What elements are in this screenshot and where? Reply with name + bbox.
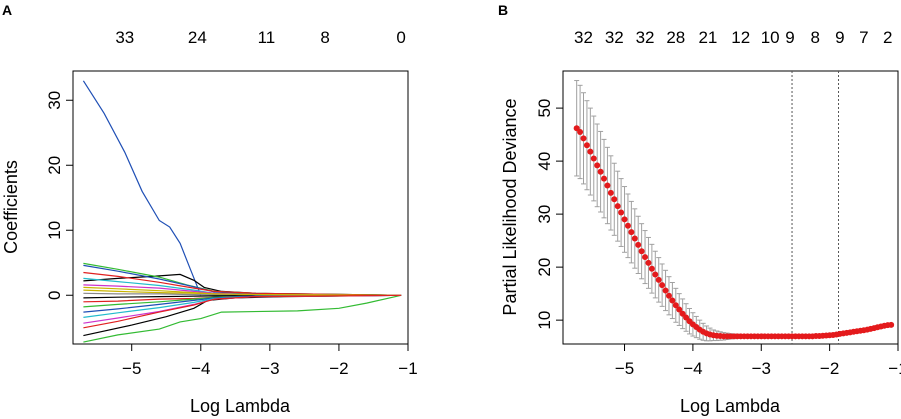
- b-top-tick-label: 8: [811, 28, 820, 47]
- deviance-point: [648, 265, 655, 272]
- series-line-blue: [82, 80, 202, 296]
- b-top-tick-label: 9: [785, 28, 794, 47]
- panel-b-reference-lines: [791, 71, 840, 344]
- b-x-tick-label: −1: [888, 359, 901, 378]
- series-line-green-top: [83, 262, 402, 296]
- series-line-red-3: [83, 294, 402, 329]
- b-top-tick-label: 32: [574, 28, 593, 47]
- panel-b-x-axis: −5 −4 −3 −2 −1: [615, 344, 901, 378]
- deviance-point: [676, 306, 683, 313]
- deviance-point: [594, 162, 601, 169]
- deviance-point: [577, 128, 584, 135]
- deviance-point: [655, 276, 662, 283]
- b-y-tick-label: 20: [535, 258, 554, 277]
- deviance-point: [669, 297, 676, 304]
- panel-b-plot-frame: [562, 70, 899, 345]
- panel-a-coefficients-plot: A −5 −4 −3 −2 −1 0 10 20 30 33 24 11 8 0 Log Lambda…: [1, 2, 418, 416]
- deviance-point: [583, 142, 590, 149]
- b-top-tick-label: 12: [731, 28, 750, 47]
- b-x-tick-label: −4: [683, 359, 702, 378]
- a-x-tick-label: −5: [122, 359, 141, 378]
- a-top-tick-label: 11: [258, 28, 276, 47]
- a-x-tick-label: −1: [398, 359, 417, 378]
- a-y-tick-label: 0: [45, 291, 64, 300]
- deviance-point: [888, 321, 895, 328]
- deviance-point: [607, 189, 614, 196]
- series-line-blue-3: [83, 294, 402, 313]
- panel-a-y-axis-title: Coefficients: [1, 160, 21, 254]
- panel-b-label: B: [498, 2, 508, 18]
- deviance-point: [614, 203, 621, 210]
- a-top-tick-label: 8: [320, 28, 329, 47]
- b-top-tick-label: 28: [666, 28, 685, 47]
- b-y-tick-label: 40: [535, 152, 554, 171]
- deviance-point: [621, 216, 628, 223]
- panel-a-x-axis-title: Log Lambda: [190, 396, 291, 416]
- b-top-tick-label: 7: [859, 28, 868, 47]
- b-x-tick-label: −2: [820, 359, 839, 378]
- panel-b-x-axis-title: Log Lambda: [680, 396, 781, 416]
- deviance-point: [590, 155, 597, 162]
- deviance-point: [597, 168, 604, 175]
- b-y-tick-label: 30: [535, 205, 554, 224]
- deviance-point: [580, 135, 587, 142]
- a-y-tick-label: 10: [45, 221, 64, 240]
- b-y-tick-label: 50: [535, 99, 554, 118]
- a-top-tick-label: 33: [115, 28, 134, 47]
- a-x-tick-label: −3: [260, 359, 279, 378]
- panel-a-label: A: [2, 2, 12, 18]
- series-line-green-neg: [83, 294, 402, 343]
- deviance-point: [618, 209, 625, 216]
- panel-a-plot-frame: [72, 70, 409, 345]
- deviance-point: [587, 148, 594, 155]
- a-x-tick-label: −4: [191, 359, 210, 378]
- b-top-tick-label: 21: [698, 28, 717, 47]
- deviance-point: [659, 282, 666, 289]
- deviance-point: [645, 259, 652, 266]
- panel-a-y-axis: 0 10 20 30: [45, 91, 73, 300]
- deviance-point: [642, 254, 649, 261]
- b-x-tick-label: −3: [752, 359, 771, 378]
- deviance-point: [635, 241, 642, 248]
- a-top-tick-label: 24: [188, 28, 207, 47]
- deviance-point: [628, 229, 635, 236]
- b-y-tick-label: 10: [535, 311, 554, 330]
- panel-b-points: [573, 125, 895, 340]
- b-top-tick-label: 32: [636, 28, 655, 47]
- panel-a-x-axis: −5 −4 −3 −2 −1: [122, 344, 418, 378]
- a-x-tick-label: −2: [329, 359, 348, 378]
- deviance-point: [604, 182, 611, 189]
- a-y-tick-label: 30: [45, 91, 64, 110]
- a-y-tick-label: 20: [45, 156, 64, 175]
- panel-b-top-axis: 32 32 32 28 21 12 10 9 8 9 7 2: [574, 28, 892, 47]
- deviance-point: [662, 287, 669, 294]
- deviance-point: [652, 271, 659, 278]
- deviance-point: [672, 302, 679, 309]
- panel-b-y-axis-title: Partial Likelihood Deviance: [500, 98, 520, 315]
- panel-a-series-group: [82, 80, 402, 343]
- b-top-tick-label: 2: [883, 28, 892, 47]
- panel-b-y-axis: 10 20 30 40 50: [535, 99, 563, 330]
- panel-a-top-axis: 33 24 11 8 0: [115, 28, 405, 47]
- series-line-gold-2: [83, 286, 402, 296]
- b-top-tick-label: 10: [761, 28, 780, 47]
- series-line-blue-2: [83, 264, 402, 296]
- a-top-tick-label: 0: [396, 28, 405, 47]
- series-line-cyan-2: [83, 294, 402, 318]
- deviance-point: [631, 235, 638, 242]
- panel-b-deviance-plot: B −5 −4 −3 −2 −1 10 20 30 40 50 32 32 32 28 21 12 10 98…: [498, 2, 901, 416]
- series-line-red: [83, 271, 402, 296]
- deviance-point: [624, 222, 631, 229]
- b-top-tick-label: 9: [835, 28, 844, 47]
- deviance-point: [611, 196, 618, 203]
- deviance-point: [665, 292, 672, 299]
- deviance-point: [601, 175, 608, 182]
- series-line-magenta-2: [83, 294, 402, 324]
- b-x-tick-label: −5: [615, 359, 634, 378]
- deviance-point: [638, 248, 645, 255]
- b-top-tick-label: 32: [605, 28, 624, 47]
